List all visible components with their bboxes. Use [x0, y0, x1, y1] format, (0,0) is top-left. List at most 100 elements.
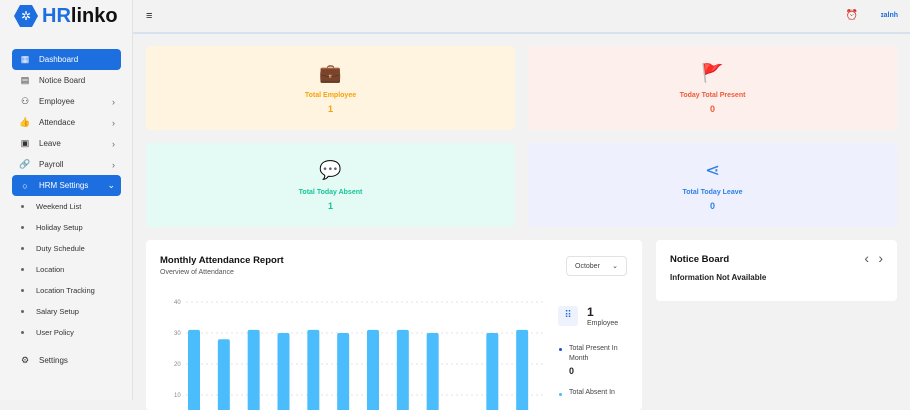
sidebar-item-label: Settings [39, 356, 68, 365]
sidebar-item-payroll[interactable]: 🔗 Payroll › [12, 154, 121, 175]
sidebar-item-settings[interactable]: ⚙ Settings [12, 350, 121, 371]
stat-value: 0 [709, 200, 715, 211]
brand-prefix: HR [42, 4, 71, 27]
door-icon: ▣ [20, 138, 30, 148]
sidebar-item-dashboard[interactable]: ▦ Dashboard [12, 49, 121, 70]
bar-11[interactable] [486, 333, 499, 410]
subitem-label: Weekend List [36, 202, 82, 211]
sidebar-subitem[interactable]: Holiday Setup [12, 217, 121, 238]
circle-icon: ○ [22, 180, 28, 191]
logo-icon: ✲ [14, 4, 38, 28]
stat-label: Total Today Absent [298, 188, 363, 196]
bar-5[interactable] [307, 329, 320, 410]
logo[interactable]: ✲ HRlinko [14, 4, 118, 28]
stat-label: Today Total Present [679, 91, 746, 99]
gear-icon: ⚙ [20, 355, 30, 365]
bar-6[interactable] [337, 333, 350, 410]
subitem-label: Holiday Setup [36, 223, 83, 232]
subitem-label: Location Tracking [36, 286, 95, 295]
chevron-icon: ⌄ [107, 180, 115, 190]
sidebar-subitem[interactable]: Weekend List [12, 196, 121, 217]
next-icon[interactable]: › [878, 250, 883, 266]
chevron-icon: › [112, 159, 115, 170]
stat-value: 1 [327, 103, 333, 114]
report-title: Monthly Attendance Report [160, 255, 284, 266]
sidebar-item-label: HRM Settings [39, 181, 89, 190]
y-tick-label: 40 [174, 300, 181, 306]
bullet-icon [21, 205, 24, 208]
sidebar-item-leave[interactable]: ▣ Leave › [12, 133, 121, 154]
thumbs-up-icon: 👍 [19, 117, 31, 127]
notice-board-panel: Notice Board Information Not Available ‹… [656, 240, 897, 301]
stat-label: Total Employee [304, 91, 357, 99]
top-header: ≡ ⏰ ɪalnh [133, 0, 910, 34]
clipboard-icon: ▤ [20, 75, 30, 85]
users-icon: ⚇ [20, 96, 30, 106]
bullet-icon [21, 310, 24, 313]
sidebar-item-label: Attendace [39, 118, 76, 127]
notice-title: Notice Board [670, 254, 730, 265]
bar-2[interactable] [217, 339, 230, 410]
bar-3[interactable] [247, 329, 260, 410]
alarm-icon[interactable]: ⏰ [845, 10, 858, 21]
sidebar-item-notice-board[interactable]: ▤ Notice Board [12, 70, 121, 91]
stat-icon: 💬 [319, 159, 342, 180]
bullet-icon [21, 289, 24, 292]
dashboard-icon: ▦ [20, 54, 30, 64]
sidebar-subitem[interactable]: Location Tracking [12, 280, 121, 301]
present-label: Total Present In Month [569, 345, 618, 362]
bar-9[interactable] [426, 333, 439, 410]
present-legend-dot [559, 348, 562, 351]
sidebar-item-hrm-settings[interactable]: ○ HRM Settings ⌄ [12, 175, 121, 196]
sidebar-item-label: Leave [39, 139, 61, 148]
chevron-icon: › [112, 138, 115, 149]
notice-message: Information Not Available [670, 273, 767, 282]
sidebar-item-attendace[interactable]: 👍 Attendace › [12, 112, 121, 133]
y-tick-label: 10 [174, 393, 181, 399]
sidebar: ✲ HRlinko ▦ Dashboard ▤ Notice Board ⚇ Employ… [0, 0, 133, 400]
stat-icon: ⋖ [704, 159, 721, 180]
sidebar-subitem[interactable]: User Policy [12, 322, 121, 343]
link-icon: 🔗 [19, 159, 31, 169]
grid-icon: ⠿ [558, 306, 578, 326]
bar-12[interactable] [516, 329, 529, 410]
brand-suffix: linko [70, 4, 118, 27]
stat-icon: 🚩 [701, 62, 724, 83]
month-value: October [575, 262, 600, 270]
bullet-icon [21, 331, 24, 334]
bar-7[interactable] [367, 329, 379, 410]
attendance-report-panel: Monthly Attendance Report Overview of At… [146, 240, 642, 410]
bullet-icon [21, 268, 24, 271]
month-select[interactable]: October ⌄ [566, 256, 627, 276]
sidebar-subitem[interactable]: Location [12, 259, 121, 280]
sidebar-subitem[interactable]: Salary Setup [12, 301, 121, 322]
sidebar-subitem[interactable]: Duty Schedule [12, 238, 121, 259]
employee-label: Employee [587, 320, 619, 327]
stat-card-total-today-absent[interactable]: 💬 Total Today Absent 1 [146, 143, 515, 227]
bar-1[interactable] [188, 329, 200, 410]
bar-4[interactable] [277, 333, 290, 410]
subitem-label: Location [36, 265, 65, 274]
y-tick-label: 20 [174, 362, 181, 368]
attendance-bar-chart: 10 20 30 40 [174, 300, 544, 410]
bar-8[interactable] [396, 329, 409, 410]
stat-label: Total Today Leave [682, 188, 743, 196]
sidebar-item-employee[interactable]: ⚇ Employee › [12, 91, 121, 112]
stat-icon: 💼 [319, 62, 342, 83]
nav-menu: ▦ Dashboard ▤ Notice Board ⚇ Employee › 👍 Attend… [12, 49, 121, 371]
prev-icon[interactable]: ‹ [864, 250, 869, 266]
stat-value: 0 [709, 103, 715, 114]
stat-card-total-today-leave[interactable]: ⋖ Total Today Leave 0 [528, 143, 897, 227]
absent-legend-dot [559, 393, 562, 396]
menu-icon[interactable]: ≡ [146, 10, 153, 22]
bullet-icon [21, 226, 24, 229]
absent-label: Total Absent In [569, 389, 615, 396]
sidebar-item-label: Employee [39, 97, 75, 106]
sidebar-item-label: Notice Board [39, 76, 86, 85]
stat-card-today-total-present[interactable]: 🚩 Today Total Present 0 [528, 46, 897, 130]
bullet-icon [21, 247, 24, 250]
stat-card-total-employee[interactable]: 💼 Total Employee 1 [146, 46, 515, 130]
sidebar-item-label: Payroll [39, 160, 64, 169]
chevron-icon: › [112, 96, 115, 107]
user-avatar[interactable]: ɪalnh [880, 12, 898, 19]
